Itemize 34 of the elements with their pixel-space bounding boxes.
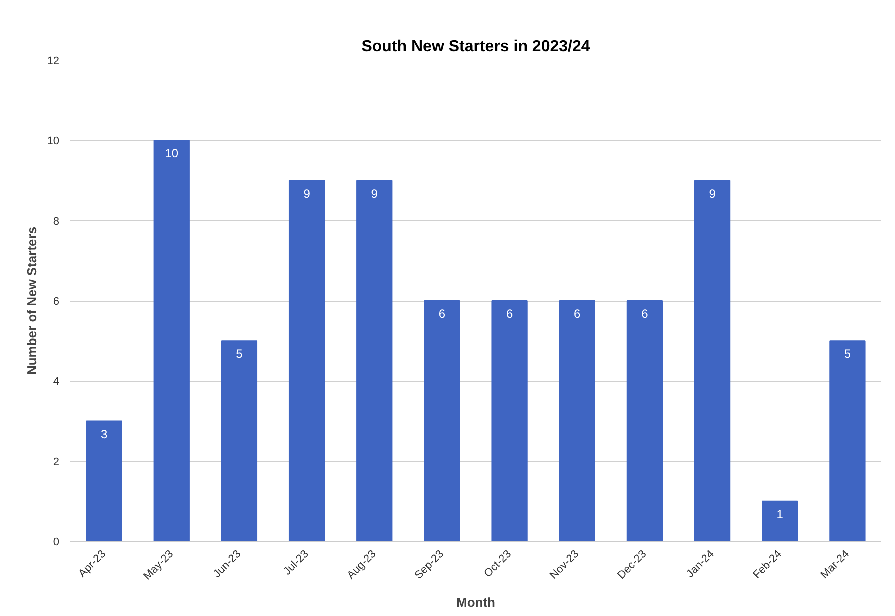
bar — [626, 300, 664, 542]
y-axis-title: Number of New Starters — [24, 226, 40, 376]
bar — [356, 180, 393, 542]
bar — [288, 180, 326, 542]
data-label: 10 — [165, 146, 179, 161]
y-tick-label: 0 — [53, 536, 60, 548]
data-label: 9 — [304, 186, 311, 201]
data-label: 6 — [506, 307, 514, 321]
y-tick-label: 8 — [53, 216, 60, 228]
chart-title: South New Starters in 2023/24 — [362, 38, 590, 56]
data-label: 6 — [574, 307, 582, 321]
data-label: 9 — [709, 186, 716, 201]
y-tick-label: 12 — [47, 56, 60, 68]
bar — [830, 340, 866, 542]
bar — [424, 300, 460, 542]
x-axis-title: Month — [456, 594, 496, 610]
data-label: 9 — [371, 186, 378, 201]
bar — [221, 340, 258, 542]
data-label: 6 — [642, 307, 649, 321]
bar — [86, 420, 122, 542]
y-tick-label: 2 — [53, 456, 60, 468]
bar — [154, 140, 190, 542]
y-tick-label: 6 — [53, 296, 60, 308]
data-label: 5 — [236, 347, 244, 362]
bar — [559, 300, 596, 542]
data-label: 3 — [100, 427, 108, 442]
bar — [762, 500, 798, 542]
data-label: 1 — [776, 507, 784, 522]
data-label: 6 — [438, 307, 446, 321]
y-tick-label: 4 — [53, 376, 60, 388]
data-label: 5 — [844, 347, 852, 362]
bar — [492, 300, 528, 542]
y-tick-label: 10 — [47, 136, 60, 148]
bar — [694, 180, 731, 542]
